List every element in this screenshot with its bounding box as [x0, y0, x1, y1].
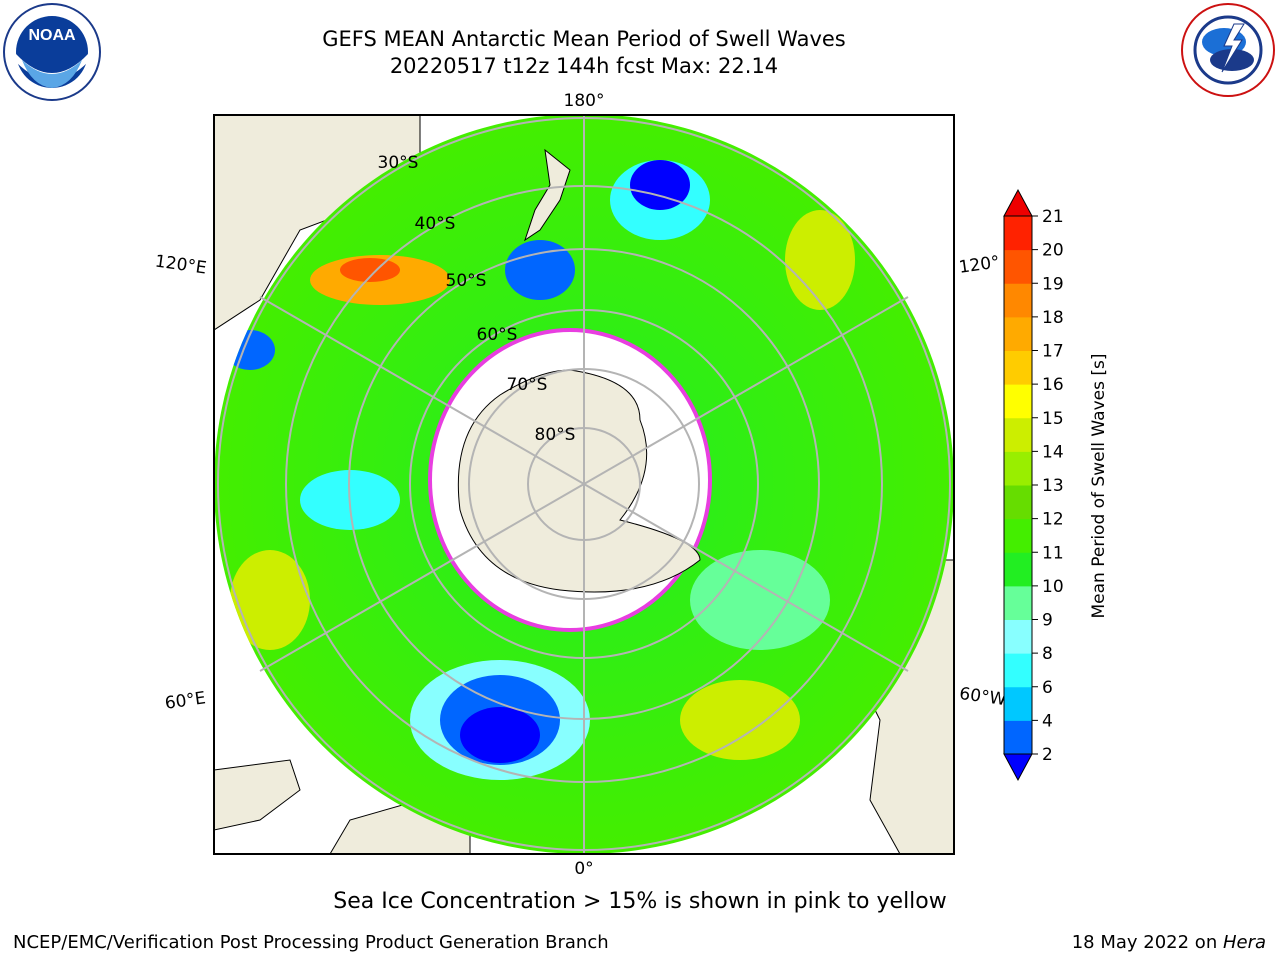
graticule	[217, 115, 951, 854]
colorbar-tick-label: 20	[1042, 241, 1064, 261]
footer-credit: NCEP/EMC/Verification Post Processing Pr…	[13, 932, 609, 953]
colorbar-tick-label: 2	[1042, 745, 1053, 765]
footer-date-text: 18 May 2022 on	[1071, 932, 1223, 953]
colorbar-segment	[1004, 485, 1032, 520]
lat-label-30s: 30°S	[378, 153, 419, 173]
colorbar-segment	[1004, 686, 1032, 721]
colorbar-segment	[1004, 653, 1032, 688]
colorbar-segment	[1004, 518, 1032, 553]
colorbar: 2 4 6 8 9 10 11 12 13 14 15 16 17 18 19 20 21	[1003, 188, 1064, 782]
colorbar-segment	[1004, 249, 1032, 284]
colorbar-segment	[1004, 417, 1032, 452]
colorbar-tick-label: 18	[1042, 308, 1064, 328]
chart-title: GEFS MEAN Antarctic Mean Period of Swell…	[322, 27, 846, 51]
chart-subtitle: 20220517 t12z 144h fcst Max: 22.14	[389, 54, 779, 78]
colorbar-tick-label: 4	[1042, 711, 1053, 731]
field-blob	[630, 160, 690, 210]
field-blob	[460, 707, 540, 763]
lon-label-60w: 60°W	[958, 684, 1007, 710]
colorbar-under-arrow	[1003, 753, 1033, 782]
land-africa	[214, 759, 301, 831]
lon-label-180: 180°	[564, 91, 605, 111]
colorbar-segment	[1004, 283, 1032, 318]
lon-label-60e: 60°E	[164, 688, 207, 713]
colorbar-over-arrow	[1003, 188, 1033, 217]
lon-label-120w: 120°	[958, 252, 1001, 278]
colorbar-tick-label: 17	[1042, 342, 1064, 362]
colorbar-tick-label: 19	[1042, 274, 1064, 294]
lat-label-40s: 40°S	[415, 214, 456, 234]
field-blob	[340, 258, 400, 282]
colorbar-segment	[1004, 585, 1032, 620]
colorbar-tick-label: 13	[1042, 476, 1064, 496]
colorbar-tick-label: 11	[1042, 543, 1064, 563]
field-blob	[785, 210, 855, 310]
noaa-logo-text: NOAA	[28, 27, 76, 44]
colorbar-tick-label: 21	[1042, 207, 1064, 227]
colorbar-segment	[1004, 451, 1032, 486]
colorbar-tick-label: 10	[1042, 577, 1064, 597]
footer-host: Hera	[1222, 932, 1266, 953]
lat-label-70s: 70°S	[507, 375, 548, 395]
colorbar-segment	[1004, 619, 1032, 654]
colorbar-tick-label: 9	[1042, 611, 1053, 631]
colorbar-segment	[1004, 552, 1032, 587]
colorbar-segment	[1004, 350, 1032, 385]
colorbar-tick-label: 12	[1042, 510, 1064, 530]
lon-label-120e: 120°E	[154, 252, 208, 279]
field-blob	[230, 550, 310, 650]
colorbar-segment	[1004, 316, 1032, 351]
colorbar-tick-label: 16	[1042, 375, 1064, 395]
colorbar-label: Mean Period of Swell Waves [s]	[1089, 354, 1109, 619]
field-blob	[505, 240, 575, 300]
lon-label-0: 0°	[574, 859, 593, 879]
lat-label-60s: 60°S	[477, 325, 518, 345]
nws-logo	[1181, 3, 1275, 97]
colorbar-tick-label: 15	[1042, 409, 1064, 429]
colorbar-segment	[1004, 384, 1032, 419]
colorbar-tick-label: 14	[1042, 442, 1064, 462]
sea-ice-caption: Sea Ice Concentration > 15% is shown in …	[333, 889, 947, 914]
map-frame	[213, 114, 955, 855]
field-blob	[680, 680, 800, 760]
colorbar-segment	[1004, 216, 1032, 251]
lat-label-50s: 50°S	[446, 271, 487, 291]
field-blob	[690, 550, 830, 650]
colorbar-tick-label: 6	[1042, 678, 1053, 698]
lat-label-80s: 80°S	[535, 425, 576, 445]
colorbar-tick-label: 8	[1042, 644, 1053, 664]
noaa-logo: NOAA	[3, 3, 101, 101]
footer-date: 18 May 2022 on Hera	[1072, 932, 1266, 953]
colorbar-segment	[1004, 720, 1032, 755]
